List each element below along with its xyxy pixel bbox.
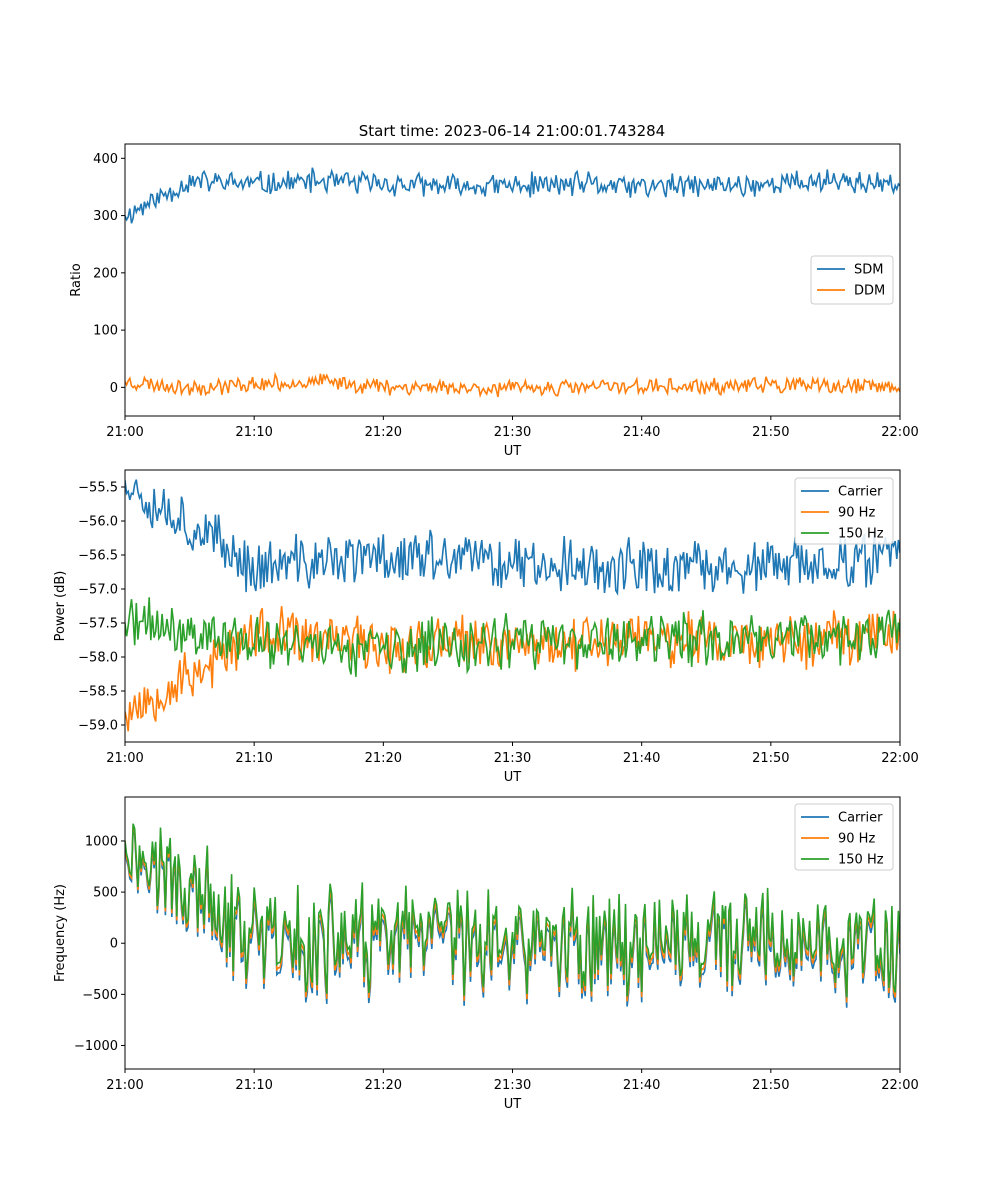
legend: SDM DDM (810, 255, 894, 305)
x-tick-label: 21:20 (365, 425, 402, 440)
legend-label: Carrier (838, 811, 883, 826)
y-tick-label: −57.5 (78, 617, 118, 632)
y-tick-label: −500 (82, 988, 118, 1003)
panel-1: 21:00 21:10 21:20 21:30 21:40 21:50 22:00 0 100 2… (69, 143, 919, 459)
y-tick-label: 300 (93, 209, 118, 224)
series-line-90-hz (125, 606, 900, 732)
x-tick-label: 22:00 (881, 751, 918, 766)
x-tick-label: 22:00 (881, 1078, 918, 1093)
axes-frame (124, 143, 901, 417)
series-line-ddm (125, 371, 900, 399)
x-tick-label: 21:50 (752, 751, 789, 766)
x-axis-label: UT (504, 770, 522, 785)
legend-label: 150 Hz (838, 527, 884, 542)
series-line-carrier (125, 829, 900, 1008)
x-tick-label: 21:30 (494, 425, 531, 440)
x-tick-label: 21:00 (106, 751, 143, 766)
x-tick-label: 21:00 (106, 1078, 143, 1093)
y-tick-label: −57.0 (78, 583, 118, 598)
x-tick-label: 21:10 (235, 751, 272, 766)
x-tick-label: 21:40 (623, 751, 660, 766)
x-tick-label: 22:00 (881, 425, 918, 440)
legend-label: DDM (854, 284, 885, 299)
legend: Carrier 90 Hz 150 Hz (794, 477, 894, 545)
y-axis-label: Ratio (69, 263, 84, 296)
panel-2: 21:00 21:10 21:20 21:30 21:40 21:50 22:00 −55.5… (53, 469, 919, 785)
y-tick-label: −1000 (74, 1039, 118, 1054)
x-tick-label: 21:00 (106, 425, 143, 440)
y-tick-label: 400 (93, 152, 118, 167)
x-tick-label: 21:50 (752, 1078, 789, 1093)
series-line-sdm (125, 167, 900, 224)
y-axis-label: Frequency (Hz) (53, 884, 68, 982)
y-tick-label: 500 (93, 886, 118, 901)
x-tick-label: 21:20 (365, 1078, 402, 1093)
panel-3: 21:00 21:10 21:20 21:30 21:40 21:50 22:00 1000 5… (53, 796, 919, 1112)
y-tick-label: −59.0 (78, 719, 118, 734)
series-line-90-hz (125, 826, 900, 1003)
x-tick-label: 21:30 (494, 1078, 531, 1093)
y-tick-label: 1000 (85, 834, 118, 849)
x-axis-label: UT (504, 1097, 522, 1112)
y-tick-label: −58.0 (78, 651, 118, 666)
y-tick-label: −55.5 (78, 481, 118, 496)
y-tick-label: 0 (110, 937, 118, 952)
y-tick-label: 200 (93, 266, 118, 281)
y-axis-label: Power (dB) (53, 571, 68, 642)
y-tick-label: 0 (110, 381, 118, 396)
x-tick-label: 21:30 (494, 751, 531, 766)
x-tick-label: 21:10 (235, 1078, 272, 1093)
y-tick-label: −58.5 (78, 685, 118, 700)
figure-title: Start time: 2023-06-14 21:00:01.743284 (359, 122, 665, 140)
x-tick-label: 21:40 (623, 425, 660, 440)
legend: Carrier 90 Hz 150 Hz (794, 803, 894, 871)
legend-label: Carrier (838, 485, 883, 500)
series-line-150-hz (125, 597, 900, 677)
x-tick-label: 21:40 (623, 1078, 660, 1093)
y-tick-label: 100 (93, 324, 118, 339)
y-tick-label: −56.0 (78, 515, 118, 530)
y-tick-label: −56.5 (78, 549, 118, 564)
legend-box (810, 255, 894, 305)
legend-label: 150 Hz (838, 853, 884, 868)
legend-label: 90 Hz (838, 832, 875, 847)
x-tick-label: 21:50 (752, 425, 789, 440)
x-tick-label: 21:10 (235, 425, 272, 440)
series-line-carrier (125, 479, 900, 596)
x-axis-label: UT (504, 444, 522, 459)
series-line-150-hz (125, 823, 900, 998)
legend-label: SDM (854, 263, 883, 278)
axes-frame (124, 469, 901, 743)
legend-box (794, 477, 894, 545)
x-tick-label: 21:20 (365, 751, 402, 766)
legend-label: 90 Hz (838, 506, 875, 521)
legend-box (794, 803, 894, 871)
